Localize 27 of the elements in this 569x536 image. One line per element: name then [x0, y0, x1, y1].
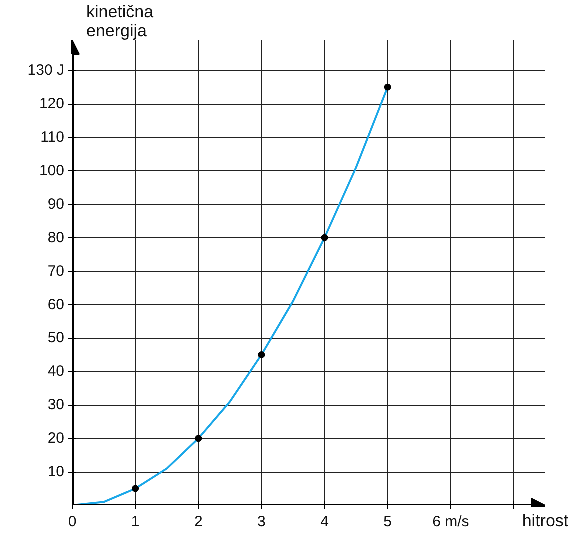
y-tick-label: 110 [40, 129, 65, 146]
y-tick-label: 60 [48, 296, 65, 314]
x-tick-label: 1 [131, 514, 140, 530]
point [195, 435, 202, 442]
y-tick-label: 70 [48, 262, 65, 280]
x-tick-label: 2 [194, 514, 203, 530]
y-tick-label: 80 [48, 229, 65, 246]
point [321, 234, 328, 242]
point [132, 485, 140, 492]
y-tick-label: 20 [48, 430, 65, 448]
y-tick-label: 130 J [28, 62, 65, 80]
point [384, 84, 392, 91]
y-tick-label: 90 [48, 196, 65, 213]
x-tick-label: 3 [258, 514, 266, 530]
x-tick-label: 5 [384, 514, 392, 530]
y-tick-label: 100 [39, 162, 65, 180]
x-tick-label: 0 [68, 514, 77, 530]
x-tick-label: 6 m/s [432, 514, 470, 530]
y-tick-label: 120 [39, 96, 65, 113]
y-tick-label: 50 [48, 330, 65, 347]
x-tick-label: 4 [320, 514, 329, 530]
y-tick-label: 10 [48, 464, 65, 481]
y-tick-label: 30 [48, 396, 65, 414]
point [258, 351, 266, 358]
y-axis-title: kinetična energija [86, 2, 154, 40]
x-axis-title: hitrost [522, 512, 569, 530]
y-tick-label: 40 [48, 363, 65, 380]
